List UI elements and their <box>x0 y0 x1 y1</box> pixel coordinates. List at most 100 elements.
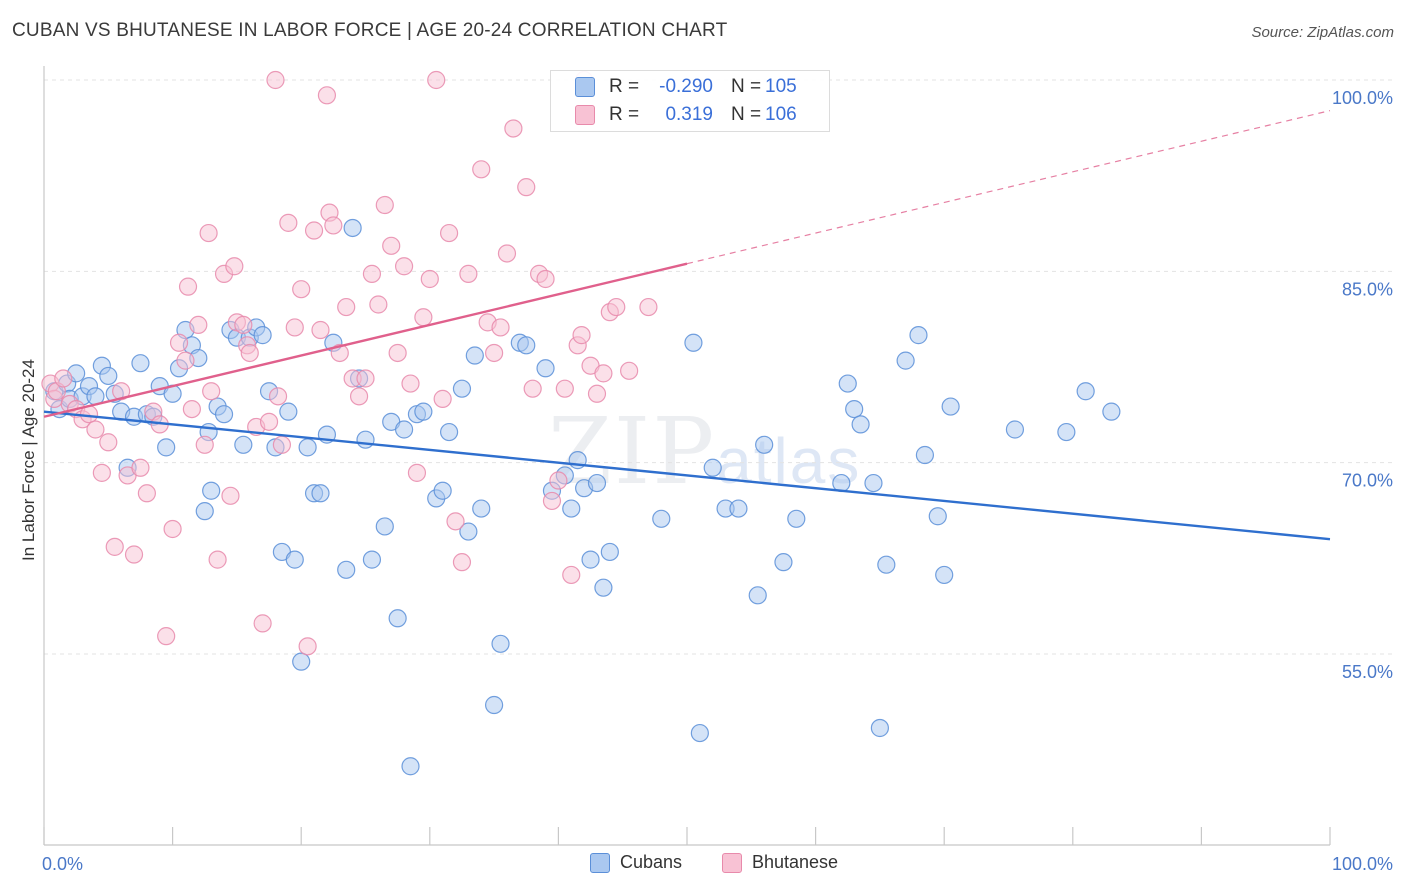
cubans-point <box>157 438 176 457</box>
r-label: R = <box>609 76 640 97</box>
cubans-point <box>311 484 330 503</box>
cubans-point <box>703 458 722 477</box>
cubans-swatch <box>575 77 595 97</box>
series-legend: Cubans Bhutanese <box>0 852 1406 878</box>
cubans-point <box>388 609 407 628</box>
bhutanese-point <box>272 435 292 454</box>
cubans-point <box>941 397 960 416</box>
x-tick-label: 0.0% <box>42 854 83 874</box>
cubans-point <box>485 695 504 715</box>
cubans-point <box>684 333 703 352</box>
bhutanese-point <box>420 269 439 289</box>
r-value: -0.290 <box>659 76 713 97</box>
cubans-point <box>491 634 510 653</box>
cubans-point <box>581 550 600 569</box>
cubans-point <box>587 473 607 493</box>
bhutanese-swatch <box>575 105 595 125</box>
cubans-point <box>838 374 857 393</box>
bhutanese-point <box>382 236 401 255</box>
bhutanese-point <box>163 519 182 539</box>
cubans-point <box>356 430 375 449</box>
bhutanese-point <box>349 387 369 406</box>
cubans-point <box>536 359 555 378</box>
cubans-point <box>394 420 414 439</box>
bhutanese-point <box>169 333 189 352</box>
stats-legend: R = -0.290 N = 105 R = 0.319 N = 106 <box>550 70 830 132</box>
bhutanese-point <box>131 458 150 477</box>
trend-lines <box>43 110 1331 541</box>
bhutanese-point <box>234 315 253 335</box>
legend-item-bhutanese[interactable]: Bhutanese <box>722 852 838 873</box>
bhutanese-point <box>439 223 459 243</box>
bhutanese-point <box>304 221 324 240</box>
bhutanese-point <box>337 297 356 317</box>
cubans-point <box>465 346 484 365</box>
bhutanese-point <box>99 433 118 452</box>
bhutanese-point <box>225 257 244 276</box>
cubans-point <box>877 555 896 574</box>
bhutanese-point <box>587 384 607 403</box>
cubans-point <box>253 326 272 345</box>
cubans-point <box>195 502 214 521</box>
bhutanese-point <box>433 389 452 408</box>
bhutanese-point <box>497 244 517 263</box>
cubans-point <box>594 578 613 597</box>
bhutanese-point <box>112 382 131 401</box>
bhutanese-point <box>54 369 73 388</box>
bhutanese-point <box>407 463 427 482</box>
cubans-point <box>99 366 118 386</box>
y-tick-label: 85.0% <box>1342 279 1393 299</box>
bhutanese-point <box>279 213 298 232</box>
cubans-point <box>214 405 234 424</box>
cubans-point <box>375 517 394 536</box>
cubans-point <box>292 652 311 671</box>
chart-title: CUBAN VS BHUTANESE IN LABOR FORCE | AGE … <box>12 20 728 41</box>
bhutanese-point <box>202 382 221 401</box>
cubans-point <box>298 438 317 457</box>
bhutanese-point <box>362 264 382 283</box>
bhutanese-point <box>572 326 591 345</box>
bhutanese-point <box>285 318 304 337</box>
cubans-point <box>202 481 221 500</box>
legend-item-cubans[interactable]: Cubans <box>590 852 682 873</box>
stats-row-cubans: R = -0.290 N = 105 <box>551 74 829 100</box>
cubans-point <box>459 522 478 541</box>
x-tick-label: 100.0% <box>1332 854 1393 874</box>
cubans-point <box>1057 422 1076 442</box>
bhutanese-point <box>485 343 504 363</box>
cubans-legend-swatch <box>590 852 610 873</box>
cubans-point <box>652 509 671 528</box>
bhutanese-point <box>388 343 407 363</box>
grid-lines <box>44 79 1395 655</box>
bhutanese-point <box>157 627 176 646</box>
tick-labels: 100.0% 85.0% 70.0% 55.0% 0.0% 100.0% <box>42 88 1393 874</box>
bhutanese-points <box>41 70 658 656</box>
cubans-point <box>870 718 890 738</box>
bhutanese-point <box>324 216 343 235</box>
bhutanese-legend-swatch <box>722 852 742 873</box>
bhutanese-point <box>594 364 613 383</box>
bhutanese-point <box>562 565 581 585</box>
bhutanese-point <box>298 637 317 656</box>
cubans-point <box>439 422 459 442</box>
bhutanese-point <box>523 379 542 398</box>
cubans-point <box>472 499 491 518</box>
y-tick-label: 100.0% <box>1332 88 1393 108</box>
bhutanese-trend-line-extension <box>686 110 1331 265</box>
bhutanese-point <box>240 343 259 363</box>
bhutanese-point <box>105 537 124 556</box>
bhutanese-point <box>178 277 198 296</box>
bhutanese-point <box>472 160 491 179</box>
cubans-point <box>909 326 928 345</box>
cubans-point <box>864 473 883 493</box>
bhutanese-point <box>427 70 446 90</box>
cubans-point <box>896 351 915 370</box>
cubans-point <box>1076 382 1095 401</box>
cubans-point <box>343 218 362 238</box>
source-label[interactable]: Source: ZipAtlas.com <box>1251 24 1394 41</box>
bhutanese-point <box>459 264 478 283</box>
cubans-point <box>748 586 767 605</box>
cubans-point <box>935 565 954 585</box>
n-label: N = <box>731 76 762 97</box>
